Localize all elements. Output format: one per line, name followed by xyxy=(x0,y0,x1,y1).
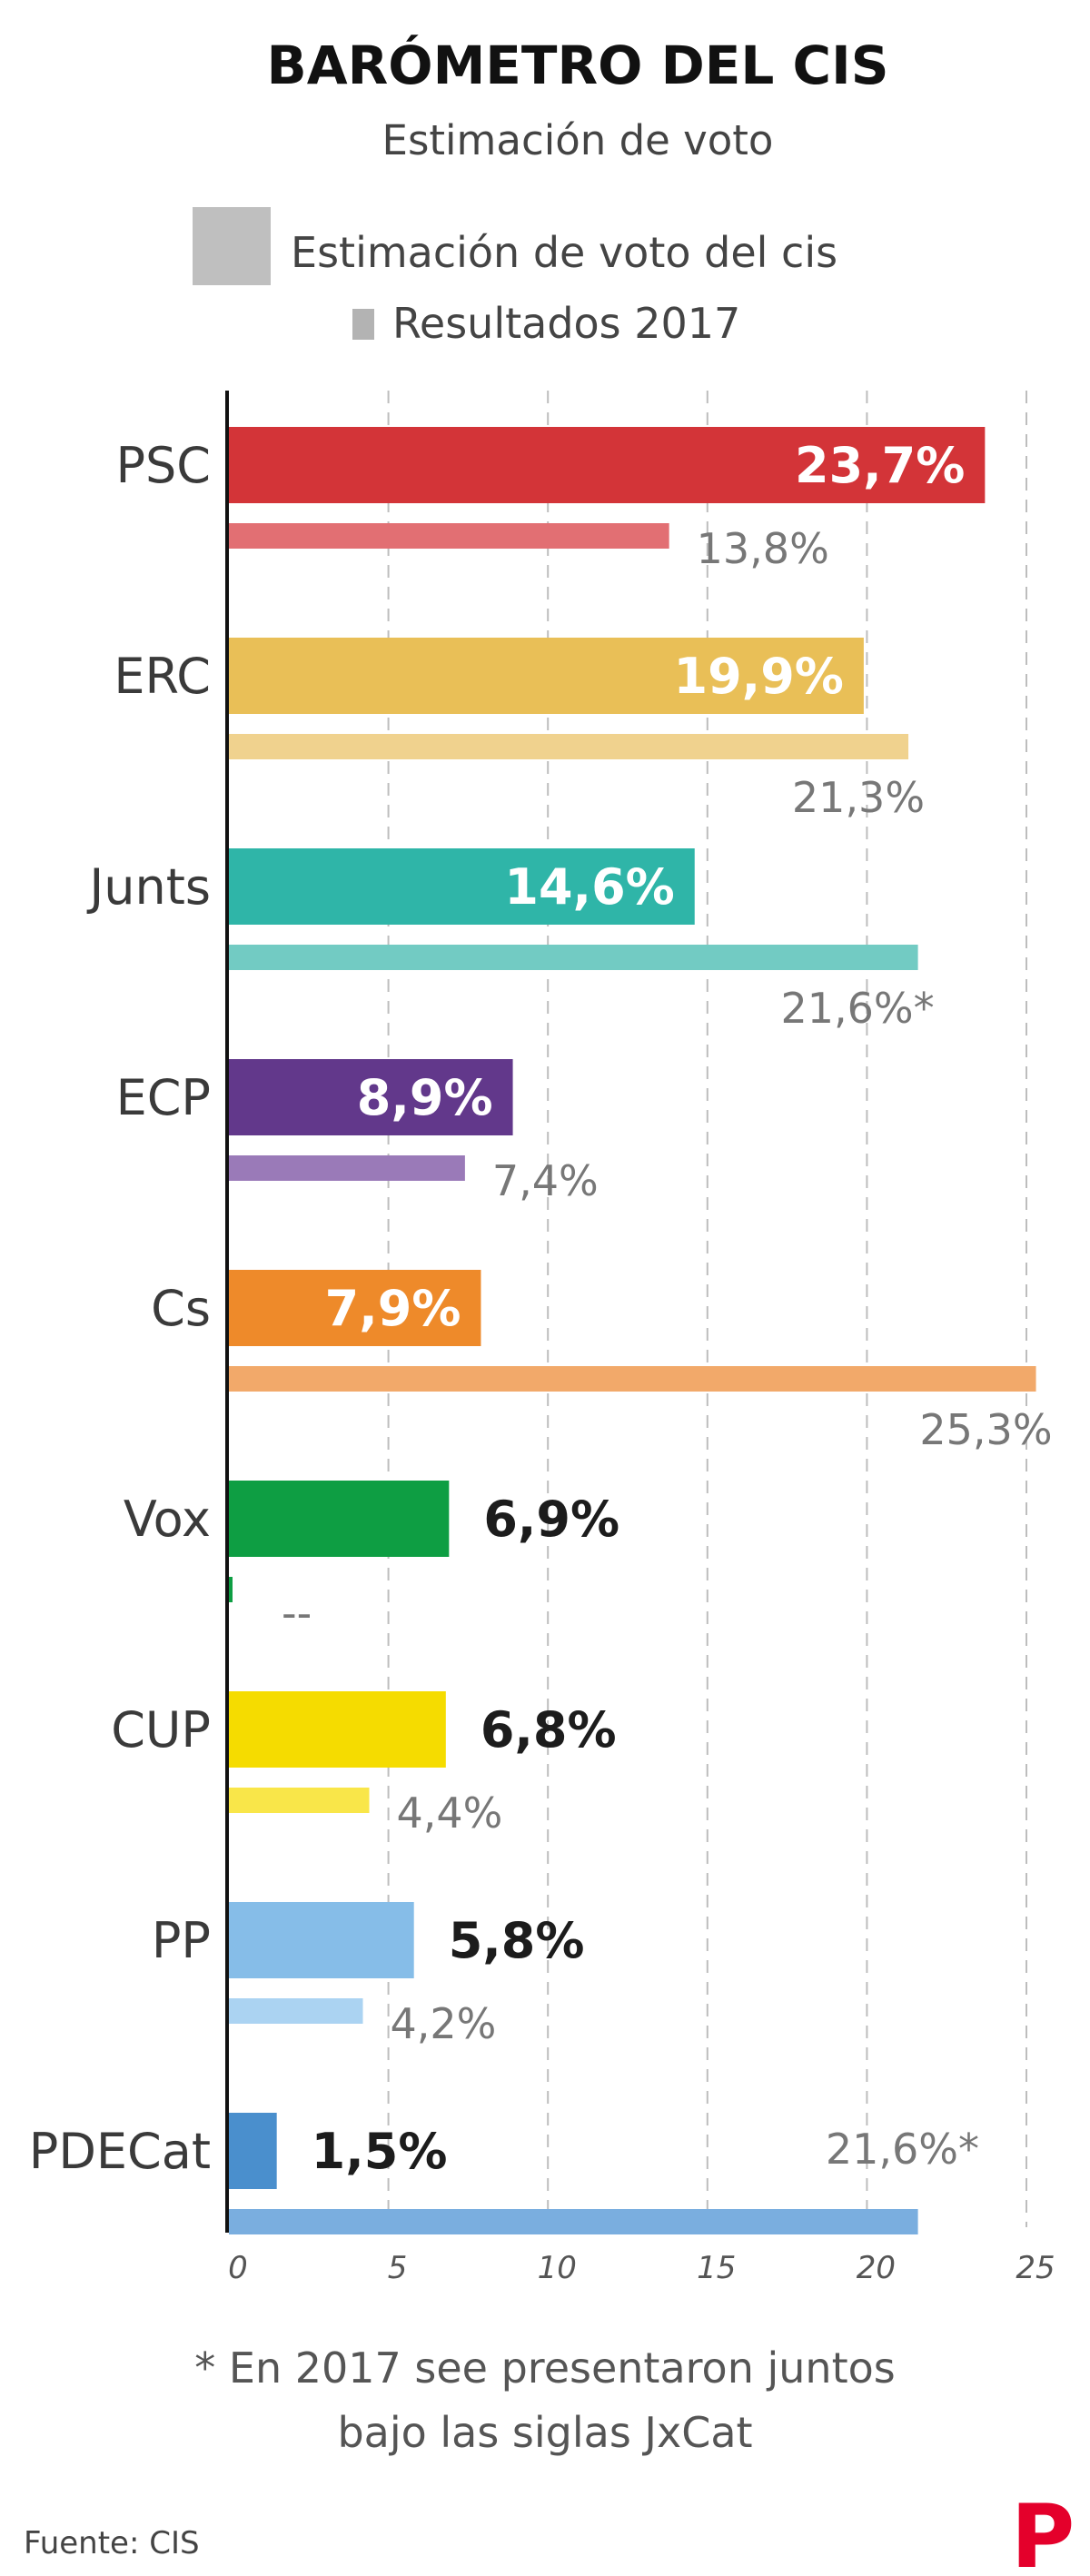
result-2017-label: 21,3% xyxy=(792,773,925,822)
bar-value-label: 1,5% xyxy=(312,2123,448,2180)
category-label: Vox xyxy=(124,1491,211,1548)
x-tick-label: 15 xyxy=(697,2250,736,2286)
legend: Estimación de voto del cis Resultados 20… xyxy=(193,207,837,348)
x-tick-label: 25 xyxy=(1016,2250,1055,2286)
category-label: ERC xyxy=(114,648,211,705)
category-label: ECP xyxy=(116,1069,211,1126)
bar-estimate xyxy=(229,1270,481,1346)
legend-label-results: Resultados 2017 xyxy=(392,299,740,348)
bar-value-label: 14,6% xyxy=(504,858,674,916)
result-2017-label: 21,6%* xyxy=(826,2125,979,2174)
bar-value-label: 5,8% xyxy=(449,1912,585,1969)
bar-value-label: 6,9% xyxy=(483,1491,619,1548)
footnote-line-2: bajo las siglas JxCat xyxy=(337,2408,752,2457)
result-2017-label: 7,4% xyxy=(492,1156,599,1205)
source-text: Fuente: CIS xyxy=(24,2525,200,2561)
bar-result-2017 xyxy=(229,734,909,759)
chart-subtitle: Estimación de voto xyxy=(382,116,774,164)
x-tick-label: 20 xyxy=(857,2250,896,2286)
bar-result-2017 xyxy=(229,523,669,549)
bar-estimate xyxy=(229,2113,277,2189)
x-tick-label: 0 xyxy=(228,2250,248,2286)
category-label: PSC xyxy=(115,437,211,494)
legend-label-estimate: Estimación de voto del cis xyxy=(291,228,837,277)
bar-value-label: 19,9% xyxy=(674,648,844,705)
bar-value-label: 6,8% xyxy=(481,1701,617,1759)
bar-result-2017 xyxy=(229,1155,465,1181)
legend-swatch-results xyxy=(352,309,374,340)
footnote-line-1: * En 2017 see presentaron juntos xyxy=(194,2343,895,2393)
category-label: CUP xyxy=(111,1701,211,1759)
bar-result-2017 xyxy=(229,1788,370,1813)
bar-value-label: 8,9% xyxy=(357,1069,493,1126)
result-2017-label: -- xyxy=(282,1589,312,1638)
result-2017-label: 4,2% xyxy=(391,1999,497,2048)
category-label: Cs xyxy=(151,1280,211,1337)
result-2017-label: 25,3% xyxy=(919,1405,1052,1454)
publisher-logo: P xyxy=(1011,2486,1075,2576)
bar-estimate xyxy=(229,1481,450,1557)
category-label: Junts xyxy=(86,858,211,916)
result-2017-label: 13,8% xyxy=(697,524,829,573)
chart-title: BARÓMETRO DEL CIS xyxy=(267,34,889,96)
bar-estimate xyxy=(229,1059,513,1135)
legend-swatch-estimate xyxy=(193,207,271,285)
result-2017-label: 4,4% xyxy=(397,1788,503,1838)
category-label: PP xyxy=(152,1912,211,1969)
bar-value-label: 7,9% xyxy=(325,1280,461,1337)
x-axis-ticks: 0 5 10 15 20 25 xyxy=(228,2250,1055,2286)
bar-result-2017 xyxy=(229,1998,363,2024)
bar-estimate xyxy=(229,848,695,925)
category-label: PDECat xyxy=(29,2123,211,2180)
result-2017-label: 21,6%* xyxy=(780,984,934,1033)
x-tick-label: 5 xyxy=(388,2250,408,2286)
bar-estimate xyxy=(229,638,864,714)
bar-result-2017 xyxy=(229,1577,233,1602)
bar-value-label: 23,7% xyxy=(795,437,965,494)
bar-estimate xyxy=(229,1691,446,1768)
bar-result-2017 xyxy=(229,2209,918,2234)
bars: PSC 23,7% 13,8% ERC 19,9% 21,3% Junts 14,6% 21,6… xyxy=(29,427,1053,2234)
bar-result-2017 xyxy=(229,945,918,970)
bar-estimate xyxy=(229,1902,414,1978)
x-tick-label: 10 xyxy=(538,2250,577,2286)
bar-result-2017 xyxy=(229,1366,1036,1392)
bar-estimate xyxy=(229,427,986,503)
